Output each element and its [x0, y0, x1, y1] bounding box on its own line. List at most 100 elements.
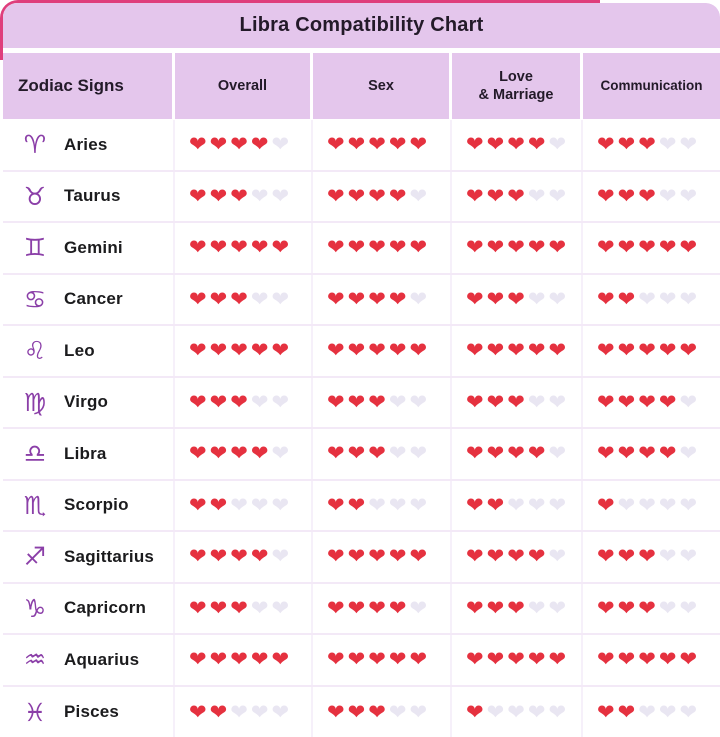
- heart-filled-icon: ❤: [638, 647, 656, 672]
- heart-empty-icon: ❤: [409, 389, 428, 414]
- heart-filled-icon: ❤: [638, 544, 656, 569]
- heart-filled-icon: ❤: [327, 338, 345, 363]
- heart-filled-icon: ❤: [209, 389, 228, 414]
- love_marriage-rating: ❤ ❤ ❤ ❤ ❤: [452, 686, 583, 737]
- heart-filled-icon: ❤: [617, 647, 636, 672]
- heart-filled-icon: ❤: [230, 389, 248, 414]
- capricorn-icon: ♑: [23, 593, 47, 623]
- heart-filled-icon: ❤: [617, 595, 636, 620]
- heart-filled-icon: ❤: [368, 595, 386, 620]
- heart-filled-icon: ❤: [250, 544, 269, 569]
- heart-filled-icon: ❤: [486, 389, 505, 414]
- heart-empty-icon: ❤: [250, 699, 269, 724]
- heart-filled-icon: ❤: [271, 235, 290, 260]
- heart-filled-icon: ❤: [209, 441, 228, 466]
- heart-empty-icon: ❤: [230, 492, 248, 517]
- heart-filled-icon: ❤: [617, 338, 636, 363]
- table-row: ♓ Pisces ❤ ❤ ❤ ❤ ❤ ❤ ❤ ❤ ❤ ❤ ❤ ❤ ❤ ❤ ❤ ❤ ❤ ❤ ❤ ❤: [3, 686, 720, 737]
- heart-filled-icon: ❤: [347, 235, 366, 260]
- heart-empty-icon: ❤: [271, 492, 290, 517]
- heart-filled-icon: ❤: [189, 132, 207, 157]
- heart-filled-icon: ❤: [388, 338, 407, 363]
- heart-empty-icon: ❤: [507, 699, 525, 724]
- heart-filled-icon: ❤: [527, 544, 546, 569]
- compatibility-chart-card: Libra Compatibility Chart Zodiac Signs O…: [3, 3, 720, 737]
- heart-filled-icon: ❤: [507, 132, 525, 157]
- heart-empty-icon: ❤: [658, 183, 677, 208]
- heart-empty-icon: ❤: [548, 183, 567, 208]
- heart-filled-icon: ❤: [548, 338, 567, 363]
- heart-filled-icon: ❤: [230, 441, 248, 466]
- heart-empty-icon: ❤: [250, 492, 269, 517]
- zodiac-sign-label: Cancer: [64, 289, 123, 309]
- heart-empty-icon: ❤: [658, 492, 677, 517]
- communication-rating: ❤ ❤ ❤ ❤ ❤: [583, 429, 720, 479]
- zodiac-sign-label: Scorpio: [64, 495, 129, 515]
- communication-rating: ❤ ❤ ❤ ❤ ❤: [583, 532, 720, 582]
- heart-empty-icon: ❤: [527, 492, 546, 517]
- love_marriage-rating: ❤ ❤ ❤ ❤ ❤: [452, 223, 583, 273]
- zodiac-sign-label: Aquarius: [64, 649, 140, 669]
- heart-empty-icon: ❤: [271, 699, 290, 724]
- heart-empty-icon: ❤: [658, 544, 677, 569]
- overall-rating: ❤ ❤ ❤ ❤ ❤: [175, 377, 313, 427]
- heart-filled-icon: ❤: [327, 492, 345, 517]
- heart-filled-icon: ❤: [368, 235, 386, 260]
- heart-filled-icon: ❤: [638, 183, 656, 208]
- communication-rating: ❤ ❤ ❤ ❤ ❤: [583, 171, 720, 221]
- heart-empty-icon: ❤: [679, 286, 698, 311]
- heart-filled-icon: ❤: [409, 235, 428, 260]
- heart-empty-icon: ❤: [271, 183, 290, 208]
- heart-filled-icon: ❤: [658, 389, 677, 414]
- sex-rating: ❤ ❤ ❤ ❤ ❤: [313, 326, 452, 376]
- heart-empty-icon: ❤: [527, 286, 546, 311]
- heart-filled-icon: ❤: [368, 286, 386, 311]
- overall-rating: ❤ ❤ ❤ ❤ ❤: [175, 223, 313, 273]
- heart-filled-icon: ❤: [409, 544, 428, 569]
- zodiac-sign-cell: ♐ Sagittarius: [3, 532, 175, 582]
- heart-filled-icon: ❤: [679, 647, 698, 672]
- heart-filled-icon: ❤: [347, 647, 366, 672]
- column-header-zodiac-signs: Zodiac Signs: [3, 53, 175, 119]
- zodiac-sign-cell: ♌ Leo: [3, 326, 175, 376]
- heart-filled-icon: ❤: [327, 132, 345, 157]
- zodiac-sign-cell: ♒ Aquarius: [3, 635, 175, 685]
- heart-filled-icon: ❤: [209, 286, 228, 311]
- heart-filled-icon: ❤: [527, 647, 546, 672]
- heart-filled-icon: ❤: [189, 183, 207, 208]
- overall-rating: ❤ ❤ ❤ ❤ ❤: [175, 635, 313, 685]
- heart-filled-icon: ❤: [327, 699, 345, 724]
- heart-filled-icon: ❤: [327, 595, 345, 620]
- heart-filled-icon: ❤: [486, 544, 505, 569]
- aries-icon: ♈: [23, 130, 47, 160]
- heart-filled-icon: ❤: [189, 647, 207, 672]
- heart-filled-icon: ❤: [368, 647, 386, 672]
- heart-filled-icon: ❤: [507, 389, 525, 414]
- heart-filled-icon: ❤: [617, 441, 636, 466]
- heart-filled-icon: ❤: [347, 389, 366, 414]
- table-row: ♑ Capricorn ❤ ❤ ❤ ❤ ❤ ❤ ❤ ❤ ❤ ❤ ❤ ❤ ❤ ❤ ❤ ❤ ❤ ❤ ❤ ❤: [3, 583, 720, 635]
- heart-empty-icon: ❤: [271, 441, 290, 466]
- heart-empty-icon: ❤: [679, 389, 698, 414]
- sex-rating: ❤ ❤ ❤ ❤ ❤: [313, 377, 452, 427]
- heart-empty-icon: ❤: [250, 595, 269, 620]
- heart-filled-icon: ❤: [368, 544, 386, 569]
- heart-empty-icon: ❤: [271, 132, 290, 157]
- heart-filled-icon: ❤: [679, 338, 698, 363]
- heart-filled-icon: ❤: [466, 183, 484, 208]
- heart-filled-icon: ❤: [347, 183, 366, 208]
- virgo-icon: ♍: [23, 387, 47, 417]
- heart-filled-icon: ❤: [368, 699, 386, 724]
- heart-filled-icon: ❤: [230, 235, 248, 260]
- heart-filled-icon: ❤: [250, 338, 269, 363]
- zodiac-sign-label: Leo: [64, 340, 95, 360]
- heart-empty-icon: ❤: [250, 286, 269, 311]
- heart-empty-icon: ❤: [679, 699, 698, 724]
- table-row: ♈ Aries ❤ ❤ ❤ ❤ ❤ ❤ ❤ ❤ ❤ ❤ ❤ ❤ ❤ ❤ ❤ ❤ ❤ ❤ ❤ ❤: [3, 120, 720, 172]
- heart-empty-icon: ❤: [679, 595, 698, 620]
- heart-filled-icon: ❤: [617, 544, 636, 569]
- heart-empty-icon: ❤: [388, 492, 407, 517]
- heart-empty-icon: ❤: [679, 183, 698, 208]
- heart-empty-icon: ❤: [548, 132, 567, 157]
- zodiac-sign-label: Sagittarius: [64, 546, 155, 566]
